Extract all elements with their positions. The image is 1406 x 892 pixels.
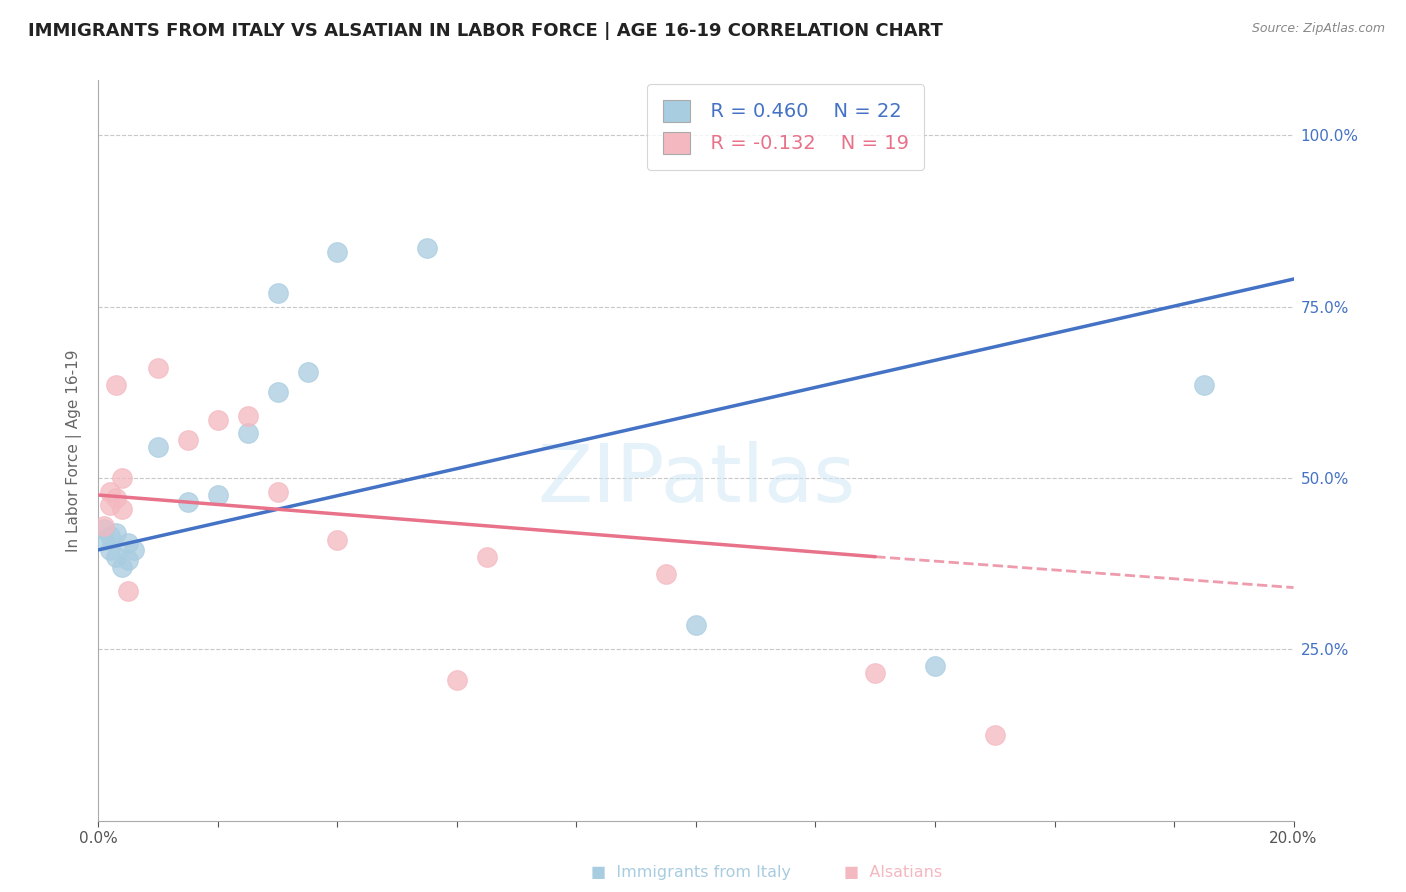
Point — [100, 529, 122, 543]
Point — [93, 519, 115, 533]
Point — [105, 525, 128, 540]
Point — [236, 409, 259, 424]
Point — [148, 440, 170, 454]
Text: ■  Immigrants from Italy: ■ Immigrants from Italy — [591, 865, 790, 880]
Point — [105, 491, 128, 506]
Point — [111, 560, 134, 574]
Point — [446, 673, 468, 687]
Point — [93, 533, 115, 547]
Point — [475, 549, 498, 564]
Y-axis label: In Labor Force | Age 16-19: In Labor Force | Age 16-19 — [66, 349, 83, 552]
Point — [297, 365, 319, 379]
Point — [100, 484, 122, 499]
Point — [924, 659, 946, 673]
Point — [117, 584, 139, 599]
Point — [93, 522, 115, 536]
Point — [267, 385, 290, 400]
Point — [100, 542, 122, 557]
Text: Source: ZipAtlas.com: Source: ZipAtlas.com — [1251, 22, 1385, 36]
Point — [105, 549, 128, 564]
Point — [100, 498, 122, 512]
Point — [655, 566, 678, 581]
Point — [326, 244, 349, 259]
Point — [416, 241, 439, 255]
Point — [685, 618, 707, 632]
Text: ■  Alsatians: ■ Alsatians — [844, 865, 942, 880]
Point — [148, 361, 170, 376]
Point — [326, 533, 349, 547]
Point — [177, 495, 200, 509]
Point — [117, 536, 139, 550]
Point — [105, 378, 128, 392]
Point — [267, 285, 290, 300]
Point — [177, 433, 200, 447]
Point — [207, 488, 229, 502]
Point — [865, 666, 887, 681]
Point — [267, 484, 290, 499]
Text: ZIPatlas: ZIPatlas — [537, 441, 855, 519]
Legend:   R = 0.460    N = 22,   R = -0.132    N = 19: R = 0.460 N = 22, R = -0.132 N = 19 — [647, 84, 924, 169]
Point — [111, 501, 134, 516]
Point — [111, 471, 134, 485]
Point — [207, 412, 229, 426]
Point — [236, 426, 259, 441]
Point — [1192, 378, 1215, 392]
Point — [117, 553, 139, 567]
Text: IMMIGRANTS FROM ITALY VS ALSATIAN IN LABOR FORCE | AGE 16-19 CORRELATION CHART: IMMIGRANTS FROM ITALY VS ALSATIAN IN LAB… — [28, 22, 943, 40]
Point — [124, 542, 146, 557]
Point — [984, 728, 1007, 742]
